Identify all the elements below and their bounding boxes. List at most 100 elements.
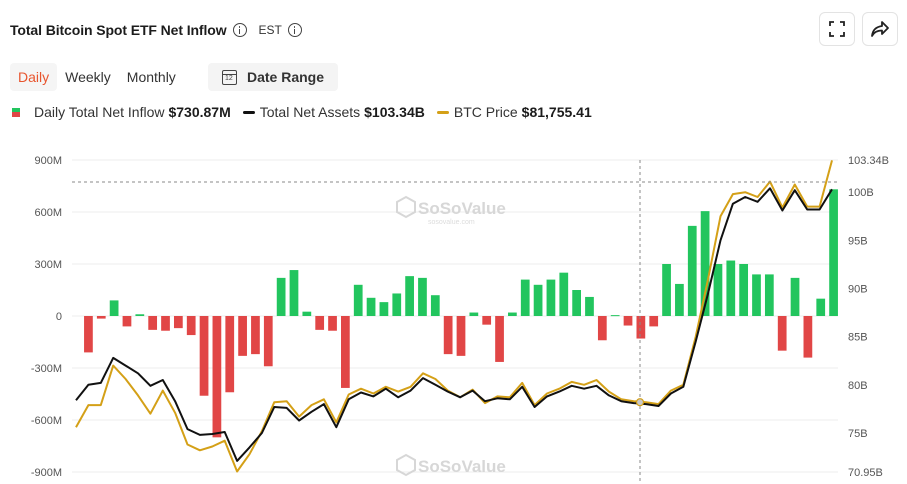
y-axis-left-tick: -900M: [31, 467, 62, 479]
inflow-bar: [508, 312, 517, 316]
inflow-bar: [739, 264, 749, 316]
share-button[interactable]: [862, 12, 898, 46]
chart-plot[interactable]: 900M 600M 300M 0 -300M -600M -900M 103.34B 100B 9…: [0, 140, 907, 484]
inflow-bar: [636, 316, 646, 339]
tab-monthly[interactable]: Monthly: [126, 69, 176, 85]
watermark-brand: SoSoValue: [418, 457, 506, 476]
legend-label: Daily Total Net Inflow: [34, 104, 165, 120]
y-axis-right-tick: 80B: [848, 380, 868, 392]
share-icon: [871, 21, 889, 37]
inflow-bar: [405, 276, 414, 316]
inflow-bar: [122, 316, 132, 327]
inflow-bar: [443, 316, 453, 355]
inflow-bar: [816, 298, 826, 316]
inflow-bar: [212, 316, 222, 438]
fullscreen-icon: [829, 21, 845, 37]
inflow-bar: [366, 297, 376, 316]
inflow-bar: [829, 189, 838, 316]
inflow-bar: [276, 277, 286, 316]
inflow-bar: [790, 277, 800, 316]
timezone-info-icon[interactable]: [287, 23, 302, 37]
legend-label: BTC Price: [453, 104, 518, 120]
hover-marker: [635, 398, 645, 407]
inflow-bar: [289, 270, 299, 316]
y-axis-right-tick: 90B: [848, 283, 868, 295]
net-assets-line: [75, 187, 833, 462]
legend-label: Total Net Assets: [259, 104, 361, 120]
inflow-bar: [610, 315, 620, 317]
inflow-bar: [752, 274, 761, 316]
legend-value: $81,755.41: [521, 104, 592, 120]
inflow-bar: [559, 272, 569, 316]
y-axis-right-tick: 103.34B: [848, 155, 889, 167]
page-title: Total Bitcoin Spot ETF Net Inflow: [10, 22, 227, 38]
inflow-bar: [353, 284, 363, 316]
inflow-bar: [675, 283, 684, 316]
inflow-bar: [84, 316, 93, 353]
watermark-logo-icon: [396, 195, 416, 219]
timezone-label: EST: [258, 23, 282, 37]
inflow-bar: [148, 316, 158, 330]
fullscreen-button[interactable]: [819, 12, 855, 46]
y-axis-left-tick: 0: [56, 311, 62, 323]
tab-weekly[interactable]: Weekly: [65, 69, 111, 85]
y-axis-left-tick: 300M: [34, 259, 62, 271]
inflow-bar: [263, 316, 273, 367]
inflow-bar: [700, 211, 710, 316]
inflow-bar: [173, 316, 183, 329]
inflow-bar: [777, 316, 787, 351]
inflow-bar: [418, 277, 427, 316]
inflow-bar: [251, 316, 260, 355]
chart-legend: Daily Total Net Inflow $730.87M Total Ne…: [12, 101, 604, 123]
inflow-bar: [161, 316, 170, 331]
date-range-button[interactable]: 12 Date Range: [208, 63, 339, 91]
y-axis-left-tick: -600M: [31, 415, 62, 427]
inflow-bar: [341, 316, 350, 388]
y-axis-left-tick: 900M: [34, 155, 62, 167]
inflow-bar: [572, 290, 581, 316]
y-axis-right-tick: 70.95B: [848, 467, 883, 479]
watermark-site: sosovalue.com: [428, 219, 475, 226]
legend-item-net-assets[interactable]: Total Net Assets $103.34B: [242, 104, 425, 120]
legend-swatch-net-assets: [242, 110, 255, 114]
inflow-bar: [315, 316, 325, 330]
watermark-brand: SoSoValue: [418, 199, 506, 218]
calendar-icon: 12: [222, 69, 237, 85]
inflow-bar: [546, 279, 556, 316]
inflow-bar: [96, 316, 106, 319]
legend-swatch-inflow: [12, 107, 20, 117]
inflow-bar: [662, 264, 671, 316]
inflow-bar: [225, 316, 235, 393]
date-range-label: Date Range: [247, 69, 325, 85]
inflow-bar: [687, 225, 697, 316]
inflow-bar: [495, 316, 504, 362]
legend-value: $730.87M: [168, 104, 231, 120]
inflow-bar: [186, 316, 196, 336]
y-axis-right-tick: 85B: [848, 332, 868, 344]
y-axis-left-tick: 600M: [34, 207, 62, 219]
inflow-bar: [199, 316, 209, 396]
inflow-bar: [803, 316, 813, 358]
legend-item-daily-inflow[interactable]: Daily Total Net Inflow $730.87M: [12, 104, 231, 120]
period-tabs: Daily Weekly Monthly: [10, 63, 184, 91]
inflow-bar: [726, 260, 736, 316]
y-axis-left-tick: -300M: [31, 363, 62, 375]
tab-daily[interactable]: Daily: [10, 63, 58, 91]
inflow-bar: [482, 316, 492, 325]
inflow-bar: [328, 316, 337, 331]
inflow-bar: [469, 312, 479, 316]
inflow-bar: [109, 300, 119, 316]
y-axis-right-tick: 75B: [848, 428, 868, 440]
info-icon[interactable]: [232, 23, 247, 37]
inflow-bar: [456, 316, 466, 356]
inflow-bar: [713, 264, 723, 316]
inflow-bar: [302, 311, 312, 316]
legend-item-btc-price[interactable]: BTC Price $81,755.41: [436, 104, 592, 120]
chart-header: Total Bitcoin Spot ETF Net Inflow EST: [10, 18, 302, 42]
inflow-bar: [379, 302, 389, 316]
inflow-bar: [392, 293, 402, 316]
legend-swatch-btc-price: [436, 110, 449, 114]
inflow-bar: [238, 316, 247, 356]
watermark-logo-icon: [396, 453, 416, 477]
legend-value: $103.34B: [364, 104, 425, 120]
